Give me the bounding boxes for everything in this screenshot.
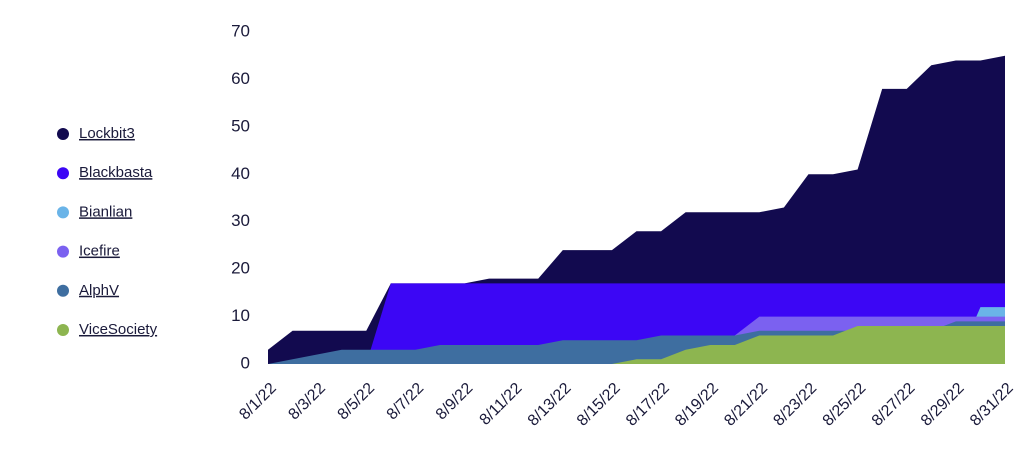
x-tick-label: 8/27/22: [869, 380, 919, 430]
legend-marker: [57, 245, 69, 258]
area: [268, 326, 1005, 364]
legend-label: ViceSociety: [79, 321, 158, 338]
x-tick-label: 8/21/22: [721, 380, 771, 430]
legend-marker: [57, 128, 69, 140]
x-tick-label: 8/19/22: [672, 380, 722, 430]
x-tick-label: 8/13/22: [525, 380, 575, 430]
y-tick-label: 50: [231, 116, 250, 135]
legend-marker: [57, 324, 69, 336]
y-tick-label: 70: [231, 21, 250, 40]
x-tick-label: 8/1/22: [236, 380, 280, 424]
legend-label: Blackbasta: [79, 164, 153, 181]
legend-label: Lockbit3: [79, 125, 135, 142]
legend-marker: [57, 284, 69, 297]
x-tick-label: 8/5/22: [335, 380, 379, 424]
legend-label: Bianlian: [79, 203, 132, 220]
y-tick-label: 30: [231, 211, 250, 230]
x-tick-label: 8/11/22: [477, 380, 526, 429]
legend-marker: [57, 206, 69, 219]
legend-label: Icefire: [79, 243, 120, 260]
x-tick-label: 8/23/22: [771, 380, 821, 430]
x-tick-label: 8/3/22: [285, 380, 329, 424]
x-tick-label: 8/31/22: [967, 380, 1017, 430]
y-tick-label: 0: [241, 353, 250, 372]
x-tick-label: 8/25/22: [820, 380, 870, 430]
x-tick-label: 8/15/22: [574, 380, 624, 430]
legend-label: AlphV: [79, 282, 119, 299]
y-tick-label: 10: [231, 306, 250, 325]
y-tick-label: 60: [231, 69, 250, 88]
x-tick-label: 8/17/22: [623, 380, 673, 430]
y-tick-label: 40: [231, 164, 250, 183]
legend-marker: [57, 167, 69, 180]
x-tick-label: 8/29/22: [918, 380, 968, 430]
y-tick-label: 20: [231, 259, 250, 278]
x-tick-label: 8/7/22: [384, 380, 428, 424]
x-tick-label: 8/9/22: [433, 380, 477, 424]
